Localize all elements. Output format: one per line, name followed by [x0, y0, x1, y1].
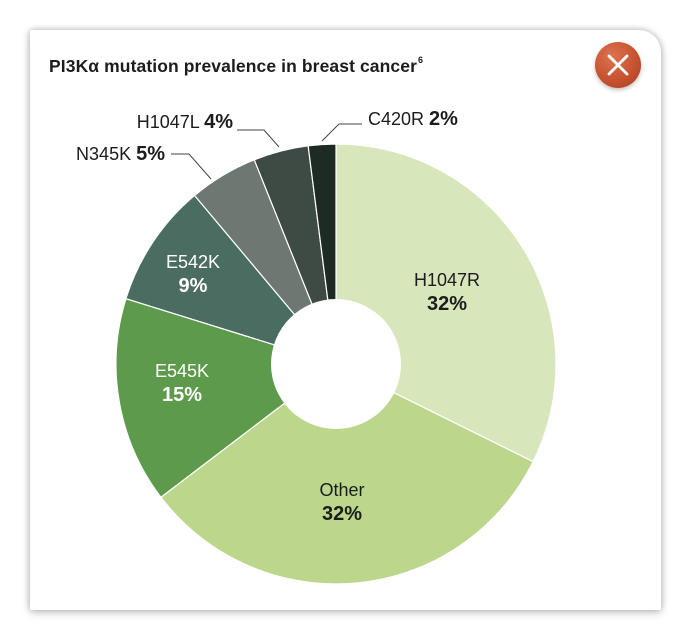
- leader-line-c420r: [321, 123, 362, 142]
- slice-label-other: Other: [319, 480, 364, 500]
- footnote-reference: 6: [418, 55, 424, 65]
- slice-label-e542k: E542K: [166, 252, 220, 272]
- slice-callout-n345k: N345K 5%: [76, 143, 165, 165]
- slice-callout-c420r: C420R 2%: [368, 108, 458, 130]
- leader-line-h1047l: [237, 129, 280, 148]
- close-icon: [607, 54, 629, 76]
- slice-label-h1047r: H1047R: [414, 270, 480, 290]
- chart-labels: H1047R 32% Other 32% E545K 15% E542K 9% N345K 5%…: [76, 108, 480, 525]
- slice-value-e542k: 9%: [179, 275, 208, 297]
- donut-hole: [271, 299, 401, 429]
- slice-other: [160, 363, 534, 585]
- slice-e542k: [125, 194, 338, 366]
- chart-slices: [115, 143, 557, 585]
- slice-callout-h1047l: H1047L 4%: [137, 111, 234, 133]
- close-button[interactable]: [595, 42, 641, 88]
- slice-value-h1047r: 32%: [427, 293, 467, 315]
- leader-line-n345k: [171, 153, 212, 180]
- slice-value-e545k: 15%: [162, 384, 202, 406]
- slice-value-other: 32%: [322, 503, 362, 525]
- slice-label-e545k: E545K: [155, 361, 209, 381]
- chart-title-text: PI3Kα mutation prevalence in breast canc…: [49, 56, 418, 76]
- chart-title: PI3Kα mutation prevalence in breast canc…: [49, 55, 424, 77]
